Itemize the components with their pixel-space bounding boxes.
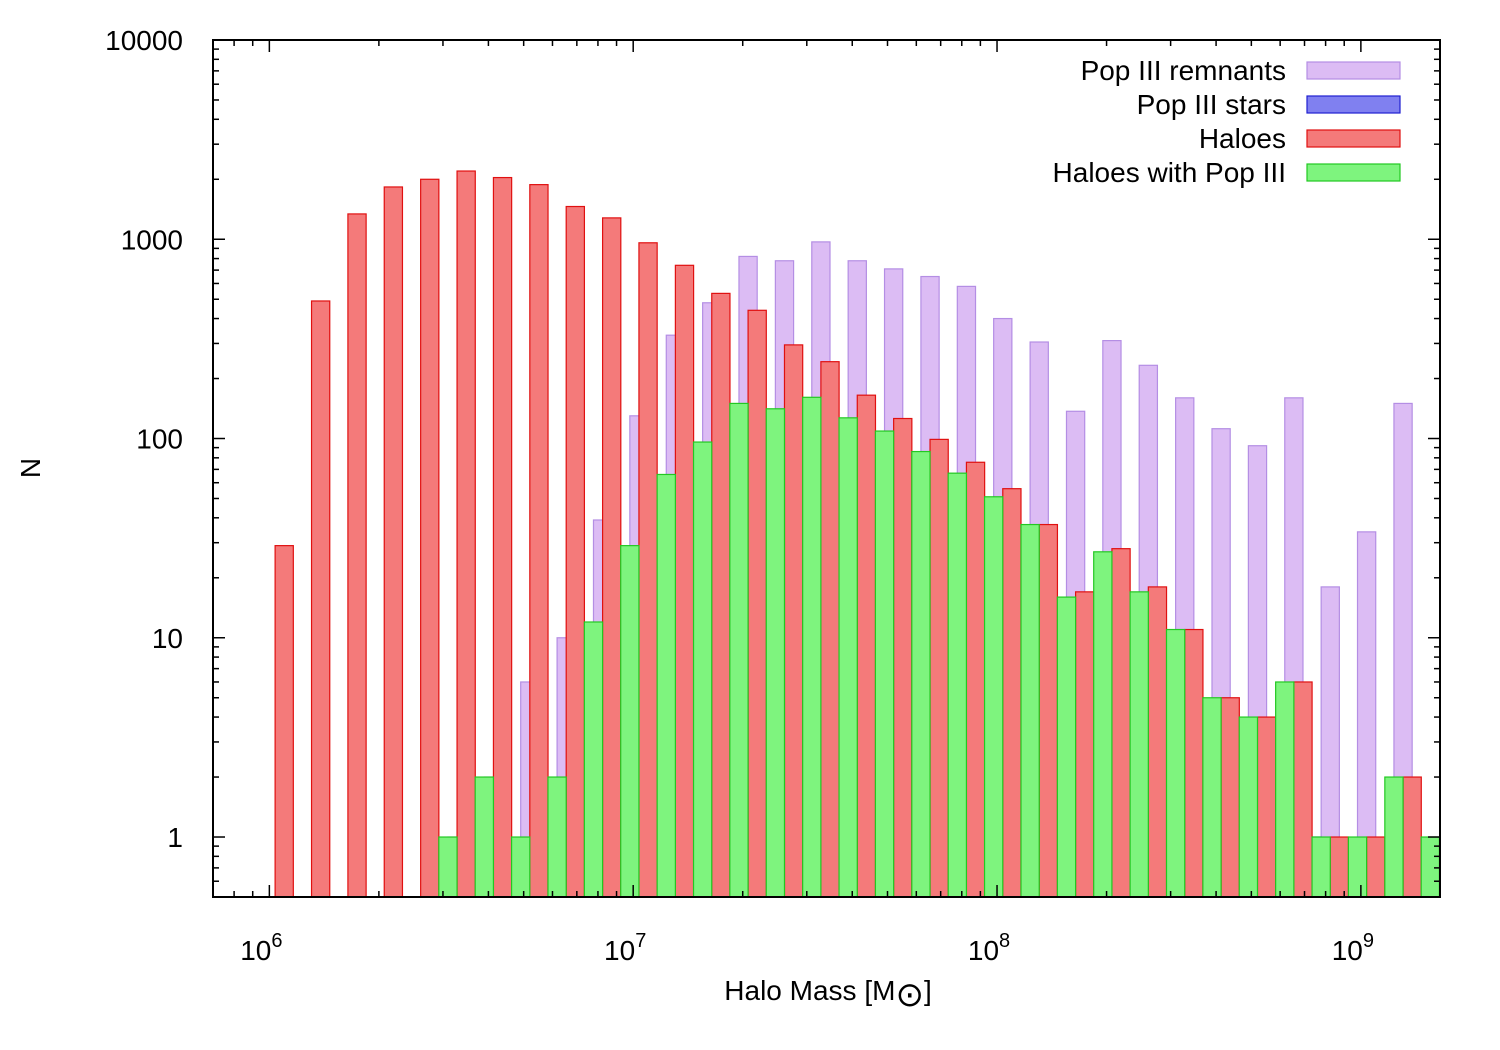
x-tick-exponent: 6 [271, 930, 282, 952]
y-axis-title: N [15, 458, 46, 478]
y-axis: 1 10 100 1000 10000 [105, 25, 1440, 898]
legend-swatch [1306, 61, 1401, 80]
bar [1402, 776, 1422, 898]
bar [1056, 596, 1077, 898]
bar [1220, 697, 1240, 898]
legend-swatch [1306, 163, 1401, 182]
bar [1347, 836, 1368, 898]
bar [1311, 836, 1331, 898]
x-axis-title: Halo Mass [M⊙] [724, 975, 931, 1014]
bar [474, 776, 495, 898]
x-tick-label: 108 [968, 930, 1010, 966]
bar [820, 361, 840, 898]
legend-label: Haloes with Pop III [1053, 157, 1286, 188]
bar [1384, 776, 1404, 898]
legend-label: Haloes [1199, 123, 1286, 154]
legend-item-pop-iii-remnants: Pop III remnants [1081, 55, 1401, 86]
bar [638, 242, 658, 898]
y-tick-label: 1 [167, 822, 183, 853]
plot-frame [212, 39, 1441, 898]
bar [802, 396, 822, 898]
x-tick-exponent: 9 [1363, 930, 1374, 952]
bar [1093, 551, 1113, 898]
x-tick-label: 106 [240, 930, 282, 966]
bar [838, 417, 858, 898]
bar [274, 545, 294, 898]
bar [783, 344, 804, 898]
bar [510, 836, 531, 898]
x-tick-base: 10 [968, 935, 999, 966]
legend-label: Pop III stars [1137, 89, 1286, 120]
bar [983, 496, 1004, 898]
bar [965, 461, 986, 898]
bar [1147, 586, 1168, 898]
legend-item-haloes-with-pop-iii: Haloes with Pop III [1053, 157, 1401, 188]
legend-label: Pop III remnants [1081, 55, 1286, 86]
x-axis-title-text: Halo Mass [M [724, 975, 895, 1006]
bar [765, 408, 786, 898]
y-tick-label: 10 [152, 623, 183, 654]
bar [347, 213, 367, 898]
bar [856, 394, 877, 898]
x-tick-base: 10 [1332, 935, 1363, 966]
legend-swatch [1306, 95, 1401, 114]
bar [1020, 523, 1040, 898]
bar [674, 264, 695, 898]
bar [620, 545, 640, 898]
bar [1256, 716, 1277, 898]
bar [656, 473, 676, 898]
legend-swatch [1306, 129, 1401, 148]
x-tick-label: 109 [1332, 930, 1374, 966]
legend-item-pop-iii-stars: Pop III stars [1137, 89, 1401, 120]
x-axis-title-close: ] [924, 975, 932, 1006]
bar [601, 217, 622, 898]
bar [438, 836, 458, 898]
bar [529, 184, 549, 898]
bar [1293, 681, 1313, 898]
x-tick-base: 10 [240, 935, 271, 966]
bar [911, 450, 931, 898]
bar [893, 417, 913, 898]
bar [1202, 697, 1222, 898]
bar [383, 186, 404, 898]
bar [692, 441, 713, 898]
bar [1275, 681, 1295, 898]
bar [1111, 548, 1131, 898]
x-tick-base: 10 [604, 935, 635, 966]
bar [1366, 836, 1386, 898]
y-tick-label: 10000 [105, 25, 183, 56]
bars-layer [274, 170, 1441, 898]
bar [1165, 628, 1186, 898]
bar [747, 309, 767, 898]
bar [310, 300, 331, 898]
y-tick-label: 100 [136, 424, 183, 455]
bar [1074, 591, 1095, 898]
x-axis: 106 107 108 109 [212, 40, 1374, 966]
bar [492, 176, 513, 898]
x-tick-exponent: 8 [999, 930, 1010, 952]
bar [1329, 836, 1350, 898]
bar [583, 621, 604, 898]
bar [729, 402, 749, 898]
bar [1129, 591, 1149, 898]
bar [947, 472, 968, 898]
bar [420, 178, 440, 898]
x-tick-exponent: 7 [635, 930, 646, 952]
bar [565, 205, 586, 898]
legend-item-haloes: Haloes [1199, 123, 1401, 154]
bar [1238, 716, 1259, 898]
y-tick-label: 1000 [121, 224, 183, 255]
bar [929, 438, 949, 898]
bar [711, 292, 731, 898]
bar [456, 170, 476, 898]
bar [874, 430, 895, 898]
x-tick-label: 107 [604, 930, 646, 966]
bar [1002, 488, 1022, 898]
bar [547, 776, 567, 898]
bar [1184, 628, 1204, 898]
bar [1038, 523, 1059, 898]
solar-mass-symbol: ⊙ [895, 976, 924, 1014]
